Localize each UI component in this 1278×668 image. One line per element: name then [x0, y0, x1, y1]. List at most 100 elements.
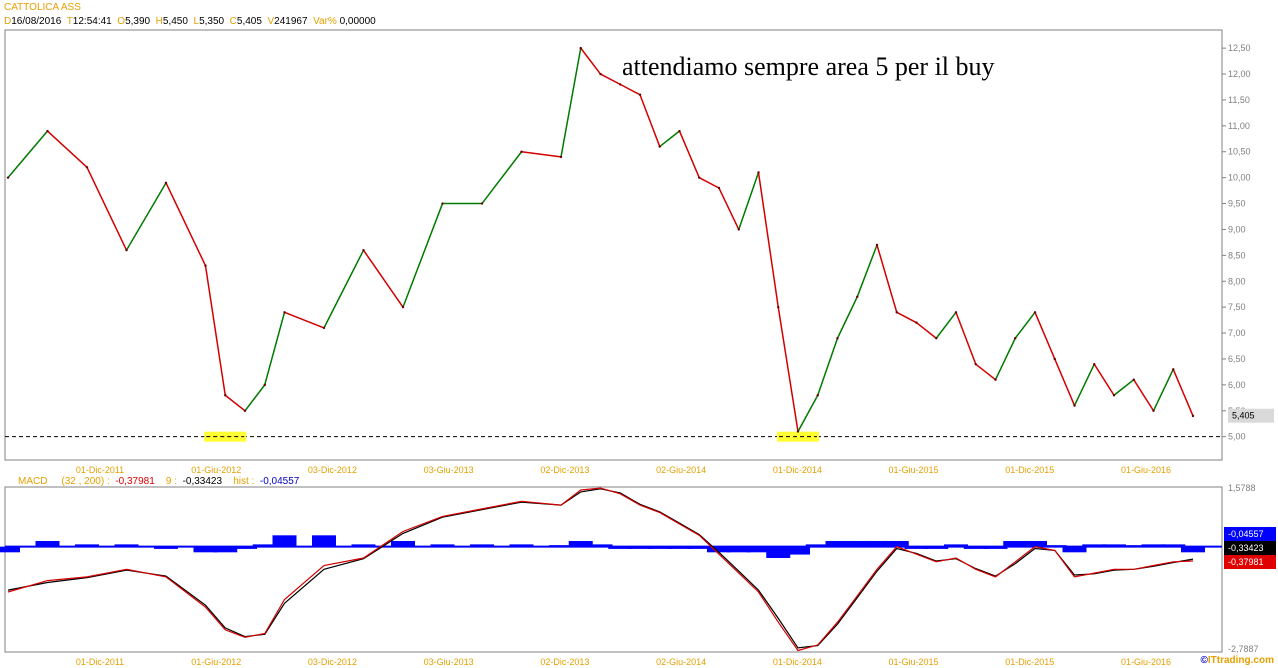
price-segment [659, 130, 680, 148]
price-y-tick-label: 10,50 [1228, 147, 1251, 157]
signal-line [7, 488, 1194, 649]
hist-bar [904, 546, 929, 549]
hist-bar [1082, 544, 1107, 547]
price-point [6, 176, 10, 179]
price-point [935, 337, 938, 340]
hist-bar [1062, 546, 1087, 553]
price-point [658, 145, 661, 148]
price-segment [1093, 363, 1115, 396]
price-point [125, 248, 128, 252]
price-segment [580, 47, 602, 75]
quote-open: 5,390 [125, 16, 151, 27]
price-point [1112, 394, 1116, 397]
price-x-tick-label: 01-Giu-2016 [1121, 465, 1171, 475]
quote-line: D16/08/2016 T12:54:41 O5,390 H5,450 L5,3… [4, 16, 376, 27]
hist-bar [312, 535, 336, 547]
price-point [816, 394, 819, 397]
hist-bar [825, 540, 850, 547]
quote-high: 5,450 [162, 16, 188, 27]
hist-bar [272, 535, 297, 547]
price-segment [1172, 369, 1194, 417]
price-point [322, 326, 326, 330]
price-point [85, 166, 89, 169]
price-point [283, 311, 286, 314]
macd-y-tick-label: 1,5788 [1228, 483, 1256, 493]
price-point [717, 186, 721, 190]
price-segment [1152, 369, 1174, 412]
price-segment [600, 73, 621, 86]
hist-bar [509, 544, 534, 547]
hist-bar [351, 544, 376, 547]
price-point [441, 202, 444, 205]
hist-bar [75, 544, 99, 547]
price-segment [46, 130, 88, 168]
price-point [263, 383, 266, 387]
macd-value-box [1224, 541, 1276, 555]
hist-bar [647, 546, 672, 549]
price-segment [1014, 311, 1036, 339]
price-x-tick-label: 02-Giu-2014 [656, 465, 706, 475]
macd-x-tick-label: 01-Giu-2016 [1121, 657, 1171, 667]
quote-time: 12:54:41 [72, 16, 112, 27]
price-point [599, 72, 602, 76]
price-point [1152, 409, 1155, 412]
price-point [401, 305, 405, 309]
macd-value: -0,37981 [115, 476, 155, 487]
price-panel-frame [4, 29, 1223, 461]
hist-bar [35, 540, 60, 547]
hist-bar [924, 546, 949, 549]
quote-volume: 241967 [274, 16, 308, 27]
hist-bar [0, 546, 20, 553]
hist-bar [983, 546, 1008, 549]
hist-bar [213, 546, 238, 553]
price-y-tick-label: 11,50 [1228, 95, 1250, 105]
price-segment [856, 244, 878, 298]
hist-bar [766, 546, 791, 558]
price-y-tick-label: 6,50 [1228, 354, 1246, 364]
hist-bar [707, 546, 731, 553]
macd-x-tick-label: 03-Dic-2012 [308, 657, 357, 667]
price-segment [698, 176, 720, 189]
hist-bar [963, 546, 988, 549]
quote-date: 16/08/2016 [11, 16, 62, 27]
macd-value-label: -0,04557 [1228, 529, 1264, 539]
price-point [954, 311, 958, 314]
macd-x-tick-label: 02-Giu-2014 [656, 657, 706, 667]
price-segment [1113, 379, 1135, 396]
price-point [638, 93, 642, 96]
price-point [619, 83, 622, 86]
price-x-tick-label: 02-Dic-2013 [540, 465, 589, 475]
hist-bar [470, 544, 494, 547]
price-point [915, 321, 918, 324]
price-segment [994, 337, 1016, 381]
price-segment [935, 311, 957, 339]
price-point [1191, 414, 1195, 418]
price-y-tick-label: 9,00 [1228, 224, 1246, 234]
price-segment [916, 322, 937, 339]
hist-bar [1141, 544, 1166, 547]
price-segment [264, 312, 286, 386]
hist-bar [608, 546, 633, 549]
hist-bar [944, 544, 968, 547]
quote-close: 5,405 [236, 16, 262, 27]
price-point [796, 430, 800, 433]
price-point [974, 362, 977, 366]
price-segment [876, 244, 898, 313]
hist-bar [687, 546, 712, 549]
price-point [757, 171, 760, 174]
price-segment [125, 182, 167, 251]
price-segment [757, 172, 779, 308]
macd-x-tick-label: 01-Dic-2015 [1005, 657, 1054, 667]
macd-x-tick-label: 03-Giu-2013 [424, 657, 474, 667]
price-point [362, 248, 365, 252]
price-point [737, 228, 740, 231]
hist-bar [1161, 544, 1186, 547]
hist-bar [114, 544, 139, 547]
macd-x-tick-label: 01-Dic-2011 [76, 657, 124, 667]
price-point [856, 295, 859, 299]
price-x-tick-label: 01-Giu-2012 [191, 465, 241, 475]
macd-value-label: -0,37981 [1228, 557, 1264, 567]
hist-bar [1003, 540, 1028, 547]
price-segment [284, 311, 325, 329]
